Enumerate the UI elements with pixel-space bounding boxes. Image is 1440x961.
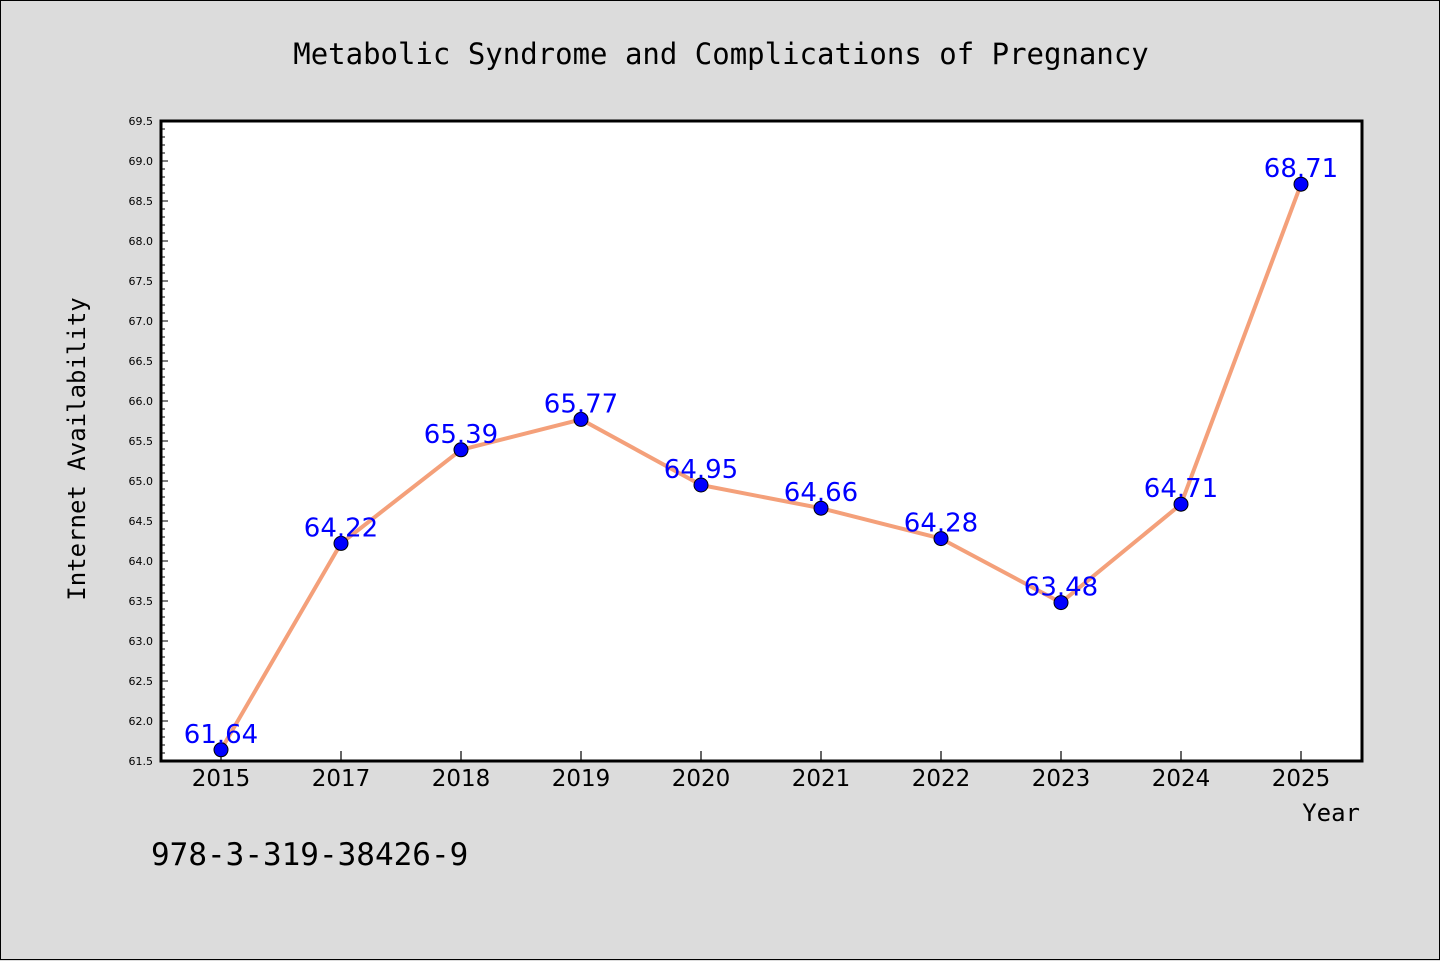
y-tick-label: 65.0 <box>129 475 154 488</box>
footer-id: 978-3-319-38426-9 <box>151 837 468 873</box>
data-point <box>1293 176 1309 192</box>
series-line <box>219 183 1303 751</box>
x-tick-label: 2020 <box>672 766 731 792</box>
x-axis-label: Year <box>1302 799 1360 827</box>
y-tick-label: 64.5 <box>129 515 154 528</box>
y-tick-label: 66.0 <box>129 395 154 408</box>
y-tick-label: 67.0 <box>129 315 154 328</box>
data-label: 64.95 <box>664 455 738 485</box>
y-tick-label: 69.0 <box>129 155 154 168</box>
y-tick-label: 63.5 <box>129 595 154 608</box>
data-point <box>933 531 949 547</box>
chart-title: Metabolic Syndrome and Complications of … <box>293 37 1149 71</box>
x-tick-label: 2017 <box>312 766 371 792</box>
x-tick-label: 2015 <box>192 766 251 792</box>
y-tick-label: 63.0 <box>129 635 154 648</box>
x-tick-label: 2025 <box>1272 766 1331 792</box>
data-point <box>693 477 709 493</box>
y-tick-label: 65.5 <box>129 435 154 448</box>
x-tick-label: 2019 <box>552 766 611 792</box>
data-point <box>1053 595 1069 611</box>
data-point <box>1173 496 1189 512</box>
y-tick-label: 62.5 <box>129 675 154 688</box>
y-tick-label: 68.5 <box>129 195 154 208</box>
data-label: 63.48 <box>1024 573 1098 603</box>
markers <box>213 176 1309 758</box>
data-label: 64.22 <box>304 513 378 543</box>
data-label: 64.28 <box>904 509 978 539</box>
x-tick-label: 2021 <box>792 766 851 792</box>
y-tick-label: 68.0 <box>129 235 154 248</box>
x-tick-label: 2023 <box>1032 766 1091 792</box>
data-point <box>813 500 829 516</box>
data-label: 64.66 <box>784 478 858 508</box>
data-label: 61.64 <box>184 720 258 750</box>
y-tick-label: 67.5 <box>129 275 154 288</box>
data-labels: 61.64 64.22 65.39 65.77 64.95 64.66 64.28 63.48… <box>184 154 1338 750</box>
plot-area <box>161 121 1362 761</box>
y-tick-label: 66.5 <box>129 355 154 368</box>
data-label: 68.71 <box>1264 154 1338 184</box>
x-tick-label: 2018 <box>432 766 491 792</box>
x-tick-label: 2022 <box>912 766 971 792</box>
plot-frame <box>159 119 1364 763</box>
y-tick-label: 64.0 <box>129 555 154 568</box>
x-axis: 2015 2017 2018 2019 2020 2021 2022 2023 2024 2025 <box>192 751 1331 792</box>
data-point <box>573 411 589 427</box>
data-label: 65.39 <box>424 420 498 450</box>
data-label: 65.77 <box>544 389 618 419</box>
y-tick-label: 61.5 <box>129 755 154 768</box>
y-tick-label: 69.5 <box>129 115 154 128</box>
y-tick-label: 62.0 <box>129 715 154 728</box>
data-point <box>333 535 349 551</box>
x-tick-label: 2024 <box>1152 766 1211 792</box>
y-axis-label: Internet Availability <box>63 297 91 600</box>
data-label: 64.71 <box>1144 474 1218 504</box>
data-point <box>453 442 469 458</box>
data-point <box>213 742 229 758</box>
